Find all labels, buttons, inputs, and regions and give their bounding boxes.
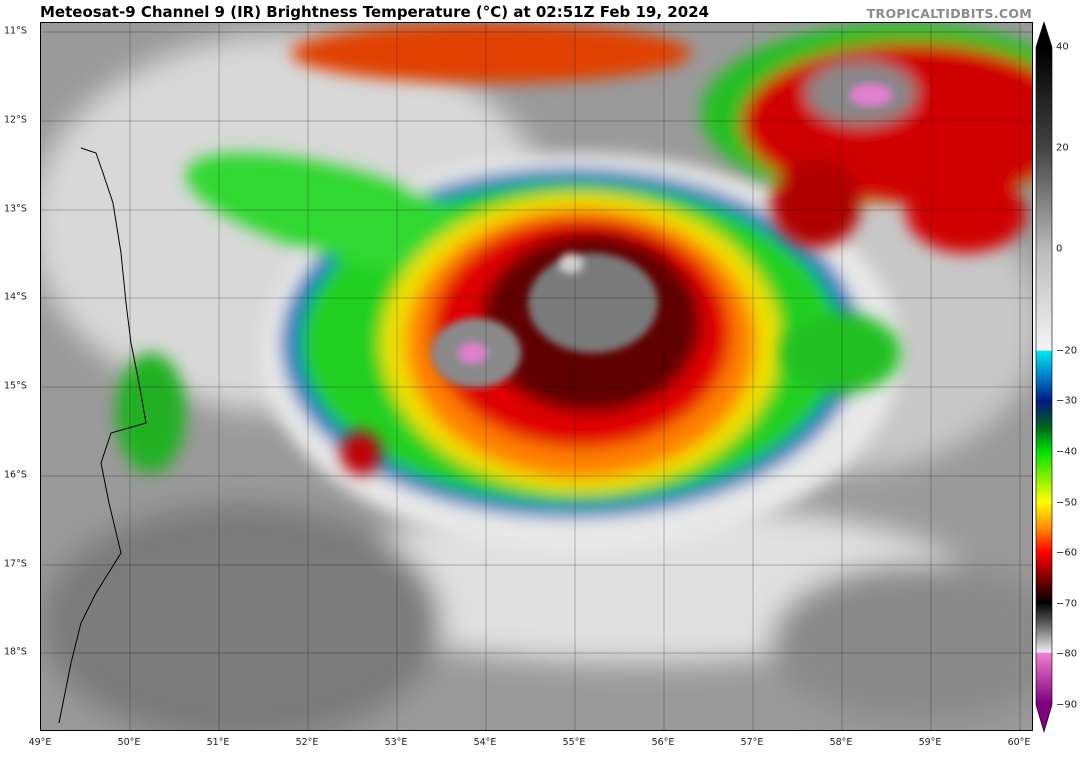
colorbar [1035, 21, 1053, 734]
colorbar-tick-label: 40 [1056, 41, 1069, 53]
colorbar-tick-label: −20 [1056, 345, 1078, 357]
colorbar-tick-label: −40 [1056, 446, 1078, 458]
lon-label: 49°E [28, 737, 52, 748]
colorbar-tick-label: 20 [1056, 142, 1069, 154]
lat-label: 16°S [4, 469, 27, 481]
lat-label: 12°S [4, 114, 27, 126]
lon-label: 56°E [651, 737, 675, 748]
lon-label: 59°E [918, 737, 942, 748]
colorbar-tick-label: −90 [1056, 699, 1078, 711]
lon-label: 51°E [206, 737, 230, 748]
lat-label: 18°S [4, 646, 27, 658]
lon-label: 53°E [384, 737, 408, 748]
watermark: TROPICALTIDBITS.COM [866, 6, 1032, 21]
colorbar-tick-label: −70 [1056, 598, 1078, 610]
gridlines [41, 23, 1032, 730]
colorbar-tick-label: −30 [1056, 395, 1078, 407]
lon-label: 58°E [829, 737, 853, 748]
lon-label: 57°E [740, 737, 764, 748]
coastline [58, 147, 147, 724]
lat-label: 17°S [4, 558, 27, 570]
map-title: Meteosat-9 Channel 9 (IR) Brightness Tem… [40, 3, 710, 21]
colorbar-tick-label: −60 [1056, 547, 1078, 559]
colorbar-tick-label: 0 [1056, 243, 1063, 255]
lon-label: 55°E [562, 737, 586, 748]
satellite-image [40, 22, 1033, 731]
colorbar-tick-label: −80 [1056, 648, 1078, 660]
lat-label: 15°S [4, 380, 27, 392]
lat-label: 11°S [4, 25, 27, 37]
lon-label: 52°E [295, 737, 319, 748]
lon-label: 60°E [1007, 737, 1031, 748]
lat-label: 14°S [4, 291, 27, 303]
lon-label: 54°E [473, 737, 497, 748]
lat-label: 13°S [4, 203, 27, 215]
lon-label: 50°E [117, 737, 141, 748]
colorbar-tick-label: −50 [1056, 497, 1078, 509]
